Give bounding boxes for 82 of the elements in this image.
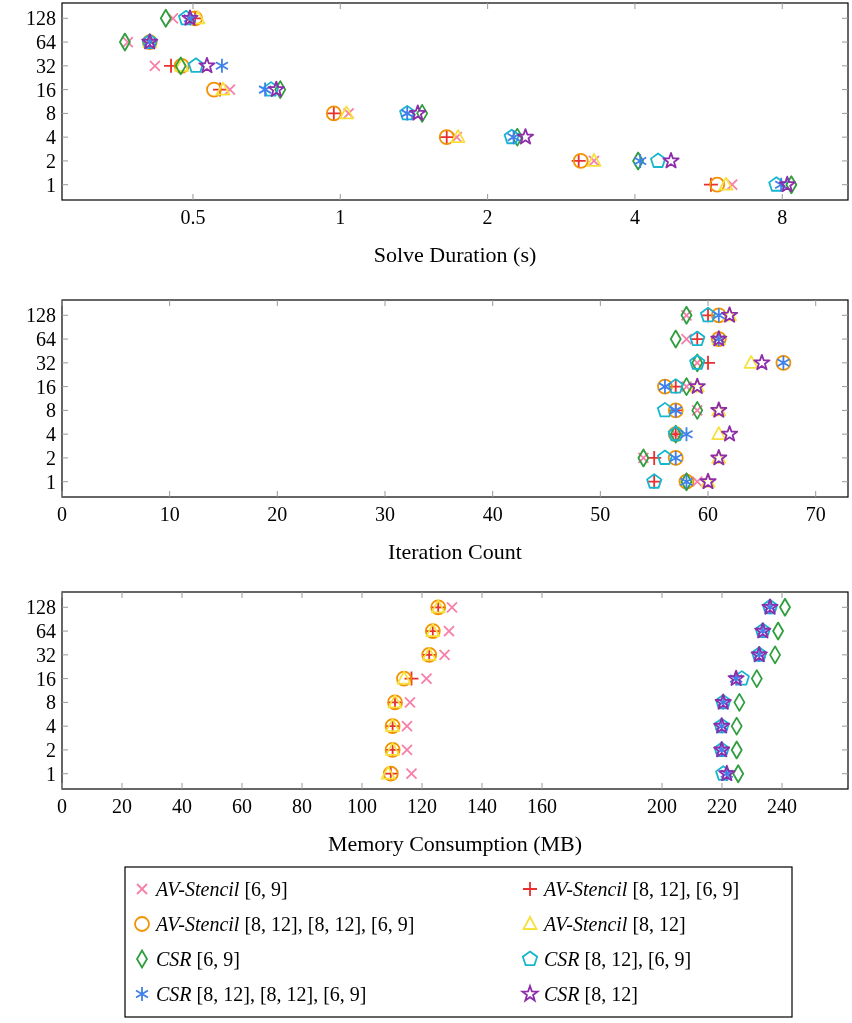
point [715, 765, 732, 781]
y-tick-label: 1 [46, 173, 56, 196]
y-tick-label: 128 [26, 7, 56, 30]
x-tick-label: 20 [112, 795, 132, 817]
point [656, 401, 673, 418]
x-tick-label: 220 [707, 795, 737, 817]
legend-label: CSR [6, 9] [156, 948, 240, 970]
x-tick-label: 120 [407, 795, 437, 817]
y-tick-label: 8 [46, 102, 56, 125]
x-tick-label: 8 [777, 206, 788, 228]
legend-label: AV-Stencil [8, 12], [8, 12], [6, 9] [154, 913, 415, 935]
y-tick-label: 128 [26, 596, 56, 619]
x-tick-label: 1 [335, 206, 346, 228]
y-tick-label: 32 [36, 351, 56, 374]
x-tick-label: 200 [647, 795, 677, 817]
x-tick-label: 60 [232, 795, 252, 817]
x-tick-label: 40 [172, 795, 192, 817]
y-tick-label: 1 [46, 470, 56, 493]
point [403, 670, 420, 687]
x-tick-label: 0 [57, 795, 67, 817]
point [405, 767, 418, 780]
legend-label: CSR [8, 12], [8, 12], [6, 9] [156, 983, 367, 1005]
y-tick-label: 4 [46, 126, 56, 149]
y-tick-label: 2 [46, 446, 56, 469]
y-tick-label: 8 [46, 399, 56, 422]
x-tick-label: 30 [375, 503, 396, 525]
point [401, 720, 413, 733]
x-axis-title: Memory Consumption (MB) [327, 831, 583, 856]
point [420, 672, 433, 685]
x-axis-title: Solve Duration (s) [373, 242, 537, 267]
y-tick-label: 64 [36, 620, 56, 643]
legend-label: AV-Stencil [8, 12] [542, 913, 686, 935]
y-tick-label: 32 [36, 54, 56, 77]
x-tick-label: 60 [698, 503, 719, 525]
point [680, 309, 693, 322]
point [679, 426, 694, 443]
x-tick-label: 40 [482, 503, 503, 525]
point [401, 744, 413, 756]
legend-label: CSR [8, 12], [6, 9] [544, 948, 692, 970]
x-tick-label: 160 [527, 795, 557, 817]
point [711, 426, 727, 441]
y-tick-label: 64 [36, 328, 56, 351]
point [404, 696, 416, 709]
x-tick-label: 50 [590, 503, 611, 525]
point [446, 601, 458, 614]
point [680, 333, 693, 345]
y-tick-label: 16 [36, 667, 56, 690]
y-tick-label: 16 [36, 375, 56, 398]
point [656, 449, 673, 465]
x-tick-label: 0 [57, 503, 67, 525]
y-tick-label: 1 [46, 762, 56, 785]
y-tick-label: 4 [46, 715, 56, 738]
x-tick-label: 2 [482, 206, 493, 228]
point [721, 425, 739, 442]
y-tick-label: 128 [26, 304, 56, 327]
x-tick-label: 4 [629, 206, 640, 228]
y-tick-label: 16 [36, 78, 56, 101]
y-tick-label: 2 [46, 149, 56, 172]
legend-label: CSR [8, 12] [544, 983, 638, 1005]
legend-label: AV-Stencil [8, 12], [6, 9] [542, 878, 740, 900]
point [646, 450, 663, 466]
x-tick-label: 10 [159, 503, 180, 525]
x-tick-label: 100 [347, 795, 377, 817]
point [637, 452, 650, 464]
x-tick-label: 140 [467, 795, 497, 817]
point [443, 625, 455, 637]
x-tick-label: 70 [805, 503, 826, 525]
y-tick-label: 4 [46, 423, 56, 446]
x-tick-label: 20 [267, 503, 288, 525]
x-axis-title: Iteration Count [388, 539, 522, 564]
y-tick-label: 8 [46, 691, 56, 714]
x-tick-label: 80 [292, 795, 312, 817]
point [691, 475, 704, 488]
point [753, 353, 771, 371]
x-tick-label: 240 [767, 795, 797, 817]
y-tick-label: 32 [36, 643, 56, 666]
y-tick-label: 64 [36, 31, 56, 54]
y-tick-label: 2 [46, 738, 56, 761]
legend-label: AV-Stencil [6, 9] [154, 878, 288, 900]
x-tick-label: 0.5 [180, 206, 206, 228]
point [438, 648, 451, 661]
point [743, 354, 759, 369]
